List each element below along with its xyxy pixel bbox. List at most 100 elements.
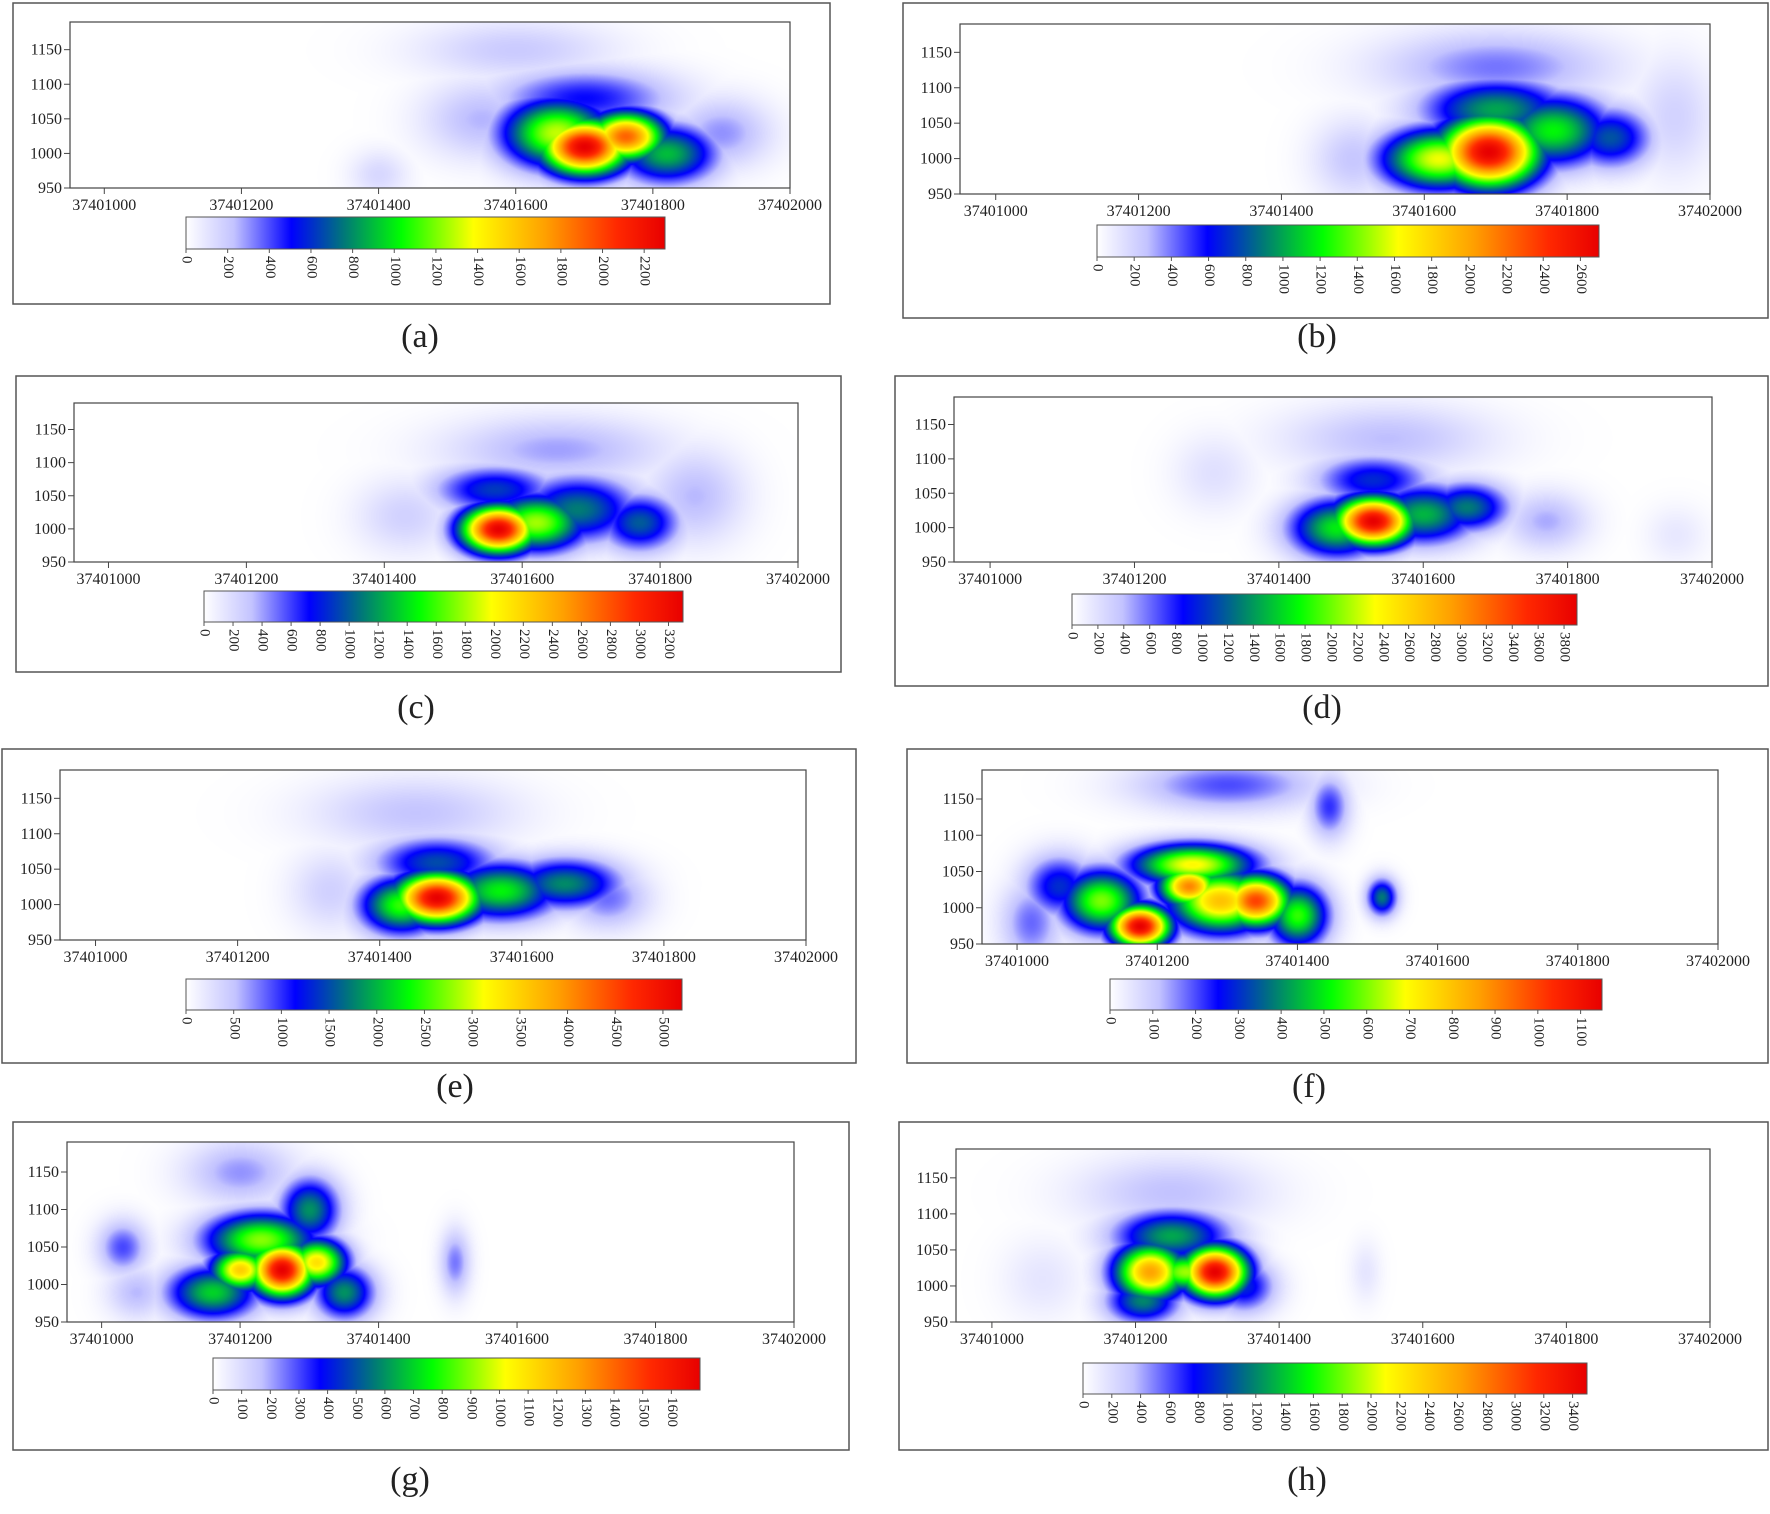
colorbar-tick-label: 600 bbox=[1359, 1017, 1375, 1040]
colorbar-tick-label: 1300 bbox=[578, 1397, 594, 1427]
panel-label: (g) bbox=[390, 1461, 430, 1498]
colorbar-tick-label: 400 bbox=[255, 629, 271, 652]
y-tick-label: 950 bbox=[28, 932, 52, 949]
colorbar-tick-label: 1200 bbox=[1313, 264, 1329, 294]
colorbar-tick-label: 1600 bbox=[664, 1397, 680, 1427]
plot-area-border bbox=[955, 1148, 1711, 1323]
colorbar-tick-label: 5000 bbox=[655, 1017, 671, 1047]
x-tick-label: 37401400 bbox=[352, 571, 416, 588]
panel-label: (c) bbox=[397, 689, 435, 726]
x-tick-label: 37401000 bbox=[72, 197, 136, 214]
colorbar-tick-label: 1200 bbox=[549, 1397, 565, 1427]
y-tick-label: 1100 bbox=[921, 80, 952, 97]
colorbar-tick-label: 4000 bbox=[560, 1017, 576, 1047]
y-tick-label: 1050 bbox=[27, 1239, 59, 1256]
colorbar-tick-label: 200 bbox=[220, 256, 236, 279]
colorbar-tick-label: 800 bbox=[1168, 632, 1184, 655]
colorbar-tick-label: 2600 bbox=[1450, 1401, 1466, 1431]
colorbar-tick-label: 3800 bbox=[1557, 632, 1573, 662]
y-tick-label: 1100 bbox=[943, 827, 974, 844]
colorbar-tick-label: 2400 bbox=[1421, 1401, 1437, 1431]
colorbar-tick-label: 1200 bbox=[1220, 632, 1236, 662]
x-tick-label: 37401000 bbox=[964, 203, 1028, 220]
x-tick-label: 37402000 bbox=[762, 1331, 826, 1348]
heatmap-surface bbox=[60, 770, 806, 940]
colorbar-tick-label: 800 bbox=[1191, 1401, 1207, 1424]
panel-label: (b) bbox=[1297, 318, 1337, 355]
colorbar-tick-label: 900 bbox=[463, 1397, 479, 1420]
panel-frame bbox=[12, 1121, 850, 1451]
x-tick-label: 37401800 bbox=[1535, 203, 1599, 220]
x-tick-label: 37401000 bbox=[70, 1331, 134, 1348]
x-tick-label: 37402000 bbox=[1678, 203, 1742, 220]
colorbar-tick-label: 3000 bbox=[632, 629, 648, 659]
y-tick-label: 1050 bbox=[914, 485, 946, 502]
colorbar-tick-label: 800 bbox=[435, 1397, 451, 1420]
colorbar-tick-label: 1400 bbox=[1277, 1401, 1293, 1431]
y-tick-label: 1150 bbox=[28, 1164, 59, 1181]
y-tick-label: 1150 bbox=[943, 791, 974, 808]
colorbar-tick-label: 2400 bbox=[1375, 632, 1391, 662]
colorbar bbox=[185, 978, 683, 1011]
colorbar-tick-label: 200 bbox=[263, 1397, 279, 1420]
colorbar-tick-label: 2800 bbox=[603, 629, 619, 659]
panel-frame bbox=[902, 2, 1769, 319]
colorbar-tick-label: 1000 bbox=[274, 1017, 290, 1047]
y-tick-label: 1100 bbox=[35, 455, 66, 472]
x-tick-label: 37401200 bbox=[206, 949, 270, 966]
colorbar-tick-label: 200 bbox=[1127, 264, 1143, 287]
colorbar-tick-label: 1800 bbox=[1335, 1401, 1351, 1431]
x-tick-label: 37402000 bbox=[1686, 953, 1750, 970]
y-tick-label: 1100 bbox=[21, 826, 52, 843]
y-tick-label: 1050 bbox=[20, 861, 52, 878]
panel-label: (f) bbox=[1292, 1068, 1326, 1105]
y-tick-label: 950 bbox=[950, 936, 974, 953]
y-tick-label: 1000 bbox=[30, 145, 62, 162]
x-tick-label: 37401400 bbox=[1249, 203, 1313, 220]
x-tick-label: 37401800 bbox=[1546, 953, 1610, 970]
x-tick-label: 37401600 bbox=[490, 571, 554, 588]
panel-frame bbox=[898, 1121, 1769, 1451]
plot-area-border bbox=[66, 1141, 795, 1323]
y-tick-label: 1050 bbox=[30, 111, 62, 128]
colorbar-tick-label: 2600 bbox=[1573, 264, 1589, 294]
colorbar-tick-label: 0 bbox=[1076, 1401, 1092, 1409]
y-tick-label: 1150 bbox=[21, 790, 52, 807]
colorbar-tick-label: 1400 bbox=[470, 256, 486, 286]
colorbar-tick-label: 2000 bbox=[369, 1017, 385, 1047]
y-tick-label: 1100 bbox=[28, 1202, 59, 1219]
colorbar-tick-label: 800 bbox=[345, 256, 361, 279]
y-tick-label: 950 bbox=[928, 186, 952, 203]
colorbar-tick-label: 600 bbox=[1142, 632, 1158, 655]
colorbar-tick-label: 2000 bbox=[487, 629, 503, 659]
y-tick-label: 1000 bbox=[916, 1278, 948, 1295]
colorbar-tick-label: 800 bbox=[1238, 264, 1254, 287]
x-tick-label: 37401200 bbox=[1102, 571, 1166, 588]
panel-frame bbox=[906, 748, 1769, 1064]
panel-2: 950 1000 1050 1100 1150 37401000 37401200 37401… bbox=[15, 375, 842, 726]
colorbar-tick-label: 2000 bbox=[595, 256, 611, 286]
x-tick-label: 37401600 bbox=[484, 197, 548, 214]
colorbar-tick-label: 1000 bbox=[387, 256, 403, 286]
colorbar bbox=[185, 216, 666, 250]
x-tick-label: 37401000 bbox=[76, 571, 140, 588]
y-tick-label: 1150 bbox=[35, 422, 66, 439]
colorbar-tick-label: 1600 bbox=[1306, 1401, 1322, 1431]
colorbar bbox=[1071, 593, 1578, 626]
colorbar-tick-label: 1500 bbox=[322, 1017, 338, 1047]
panel-0: 950 1000 1050 1100 1150 37401000 37401200 37401… bbox=[12, 2, 831, 355]
panel-label: (a) bbox=[401, 318, 439, 355]
heatmap-surface bbox=[982, 770, 1718, 944]
colorbar-tick-label: 1000 bbox=[1194, 632, 1210, 662]
panel-4: 950 1000 1050 1100 1150 37401000 37401200 37401… bbox=[1, 748, 857, 1105]
colorbar-tick-label: 100 bbox=[1145, 1017, 1161, 1040]
colorbar-tick-label: 300 bbox=[1231, 1017, 1247, 1040]
y-tick-label: 950 bbox=[922, 554, 946, 571]
colorbar-tick-label: 0 bbox=[179, 256, 195, 264]
heatmap-surface bbox=[67, 1142, 794, 1322]
colorbar-tick-label: 3000 bbox=[1508, 1401, 1524, 1431]
colorbar-tick-label: 2000 bbox=[1461, 264, 1477, 294]
colorbar-tick-label: 700 bbox=[1402, 1017, 1418, 1040]
colorbar bbox=[1082, 1362, 1588, 1395]
